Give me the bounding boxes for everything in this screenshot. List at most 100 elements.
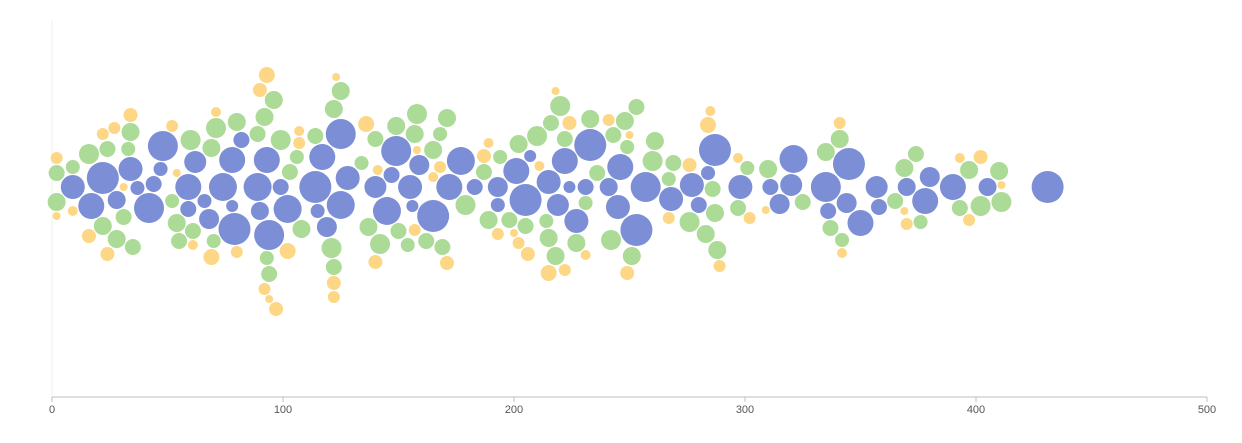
bubble [364, 176, 387, 198]
bubble [292, 220, 311, 238]
bubble [307, 128, 324, 144]
bubble [847, 210, 874, 236]
bubble [607, 154, 634, 180]
bubble [701, 166, 716, 180]
bubble [331, 82, 350, 100]
bubble [539, 229, 558, 247]
bubble [321, 238, 342, 258]
bubble [520, 247, 535, 261]
bubble [567, 234, 586, 252]
bubble [47, 193, 66, 211]
bubble [620, 140, 635, 154]
bubble [400, 238, 415, 252]
bubble [218, 213, 251, 245]
bubble [206, 234, 221, 248]
bubble [187, 240, 198, 250]
bubble [628, 99, 645, 115]
bubble [412, 146, 421, 154]
bubble [534, 161, 545, 171]
bubble [434, 239, 451, 255]
bubble [455, 195, 476, 215]
bubble [954, 153, 965, 163]
bubble [199, 209, 220, 229]
bubble [272, 179, 289, 195]
bubble [580, 250, 591, 260]
bubble [438, 109, 457, 127]
bubble [536, 170, 561, 194]
bubble [551, 87, 560, 95]
bubble [493, 150, 508, 164]
bubble [381, 136, 412, 166]
bubble [589, 165, 606, 181]
bubble [253, 147, 280, 173]
bubble [581, 110, 600, 128]
bubble [679, 212, 700, 232]
bubble [625, 131, 634, 139]
bubble [227, 113, 246, 131]
bubble [743, 212, 756, 224]
bubble [704, 181, 721, 197]
bubble [762, 179, 779, 195]
bubble [370, 234, 391, 254]
bubble [973, 150, 988, 164]
bubble [564, 209, 589, 233]
bubble [65, 160, 80, 174]
bubble [269, 302, 284, 316]
bubble [761, 206, 770, 214]
bubble [690, 197, 707, 213]
bubble [503, 158, 530, 184]
bubble [172, 169, 181, 177]
bubble [434, 161, 447, 173]
bubble [696, 225, 715, 243]
bubble [165, 194, 180, 208]
bubble [509, 135, 528, 153]
bubble [542, 115, 559, 131]
bubble [134, 193, 165, 223]
bubble [108, 122, 121, 134]
bubble [562, 116, 577, 130]
x-tick-label: 200 [505, 404, 523, 416]
bubble [479, 211, 498, 229]
bubble [398, 175, 423, 199]
bubble [86, 162, 119, 194]
bubble [740, 161, 755, 175]
bubble [208, 173, 237, 201]
bubble [124, 239, 141, 255]
bubble [326, 191, 355, 219]
bubble [913, 215, 928, 229]
bubble [175, 174, 202, 200]
bubble [682, 158, 697, 172]
bubble [310, 204, 325, 218]
bubble [895, 159, 914, 177]
bubble [436, 174, 463, 200]
bubble [970, 196, 991, 216]
bubble [997, 181, 1006, 189]
bubble [167, 214, 186, 232]
bubble [171, 233, 188, 249]
bubble [316, 217, 337, 237]
bubble [830, 130, 849, 148]
bubble [294, 126, 305, 136]
bubble [115, 209, 132, 225]
bubble [390, 223, 407, 239]
bubble [816, 143, 835, 161]
bubble [417, 200, 450, 232]
bubble [299, 171, 332, 203]
bubble [408, 224, 421, 236]
bubble [226, 200, 239, 212]
bubble [230, 246, 243, 258]
bubble [67, 206, 78, 216]
bubble [620, 266, 635, 280]
bubble [990, 162, 1009, 180]
bubble [180, 201, 197, 217]
bubble [645, 132, 664, 150]
bubble [662, 212, 675, 224]
bubble [835, 233, 850, 247]
bubble [466, 179, 483, 195]
bubble [118, 157, 143, 181]
bubble [273, 195, 302, 223]
bubble [50, 152, 63, 164]
bubble [153, 162, 168, 176]
bubble [219, 147, 246, 173]
bubble [387, 117, 406, 135]
